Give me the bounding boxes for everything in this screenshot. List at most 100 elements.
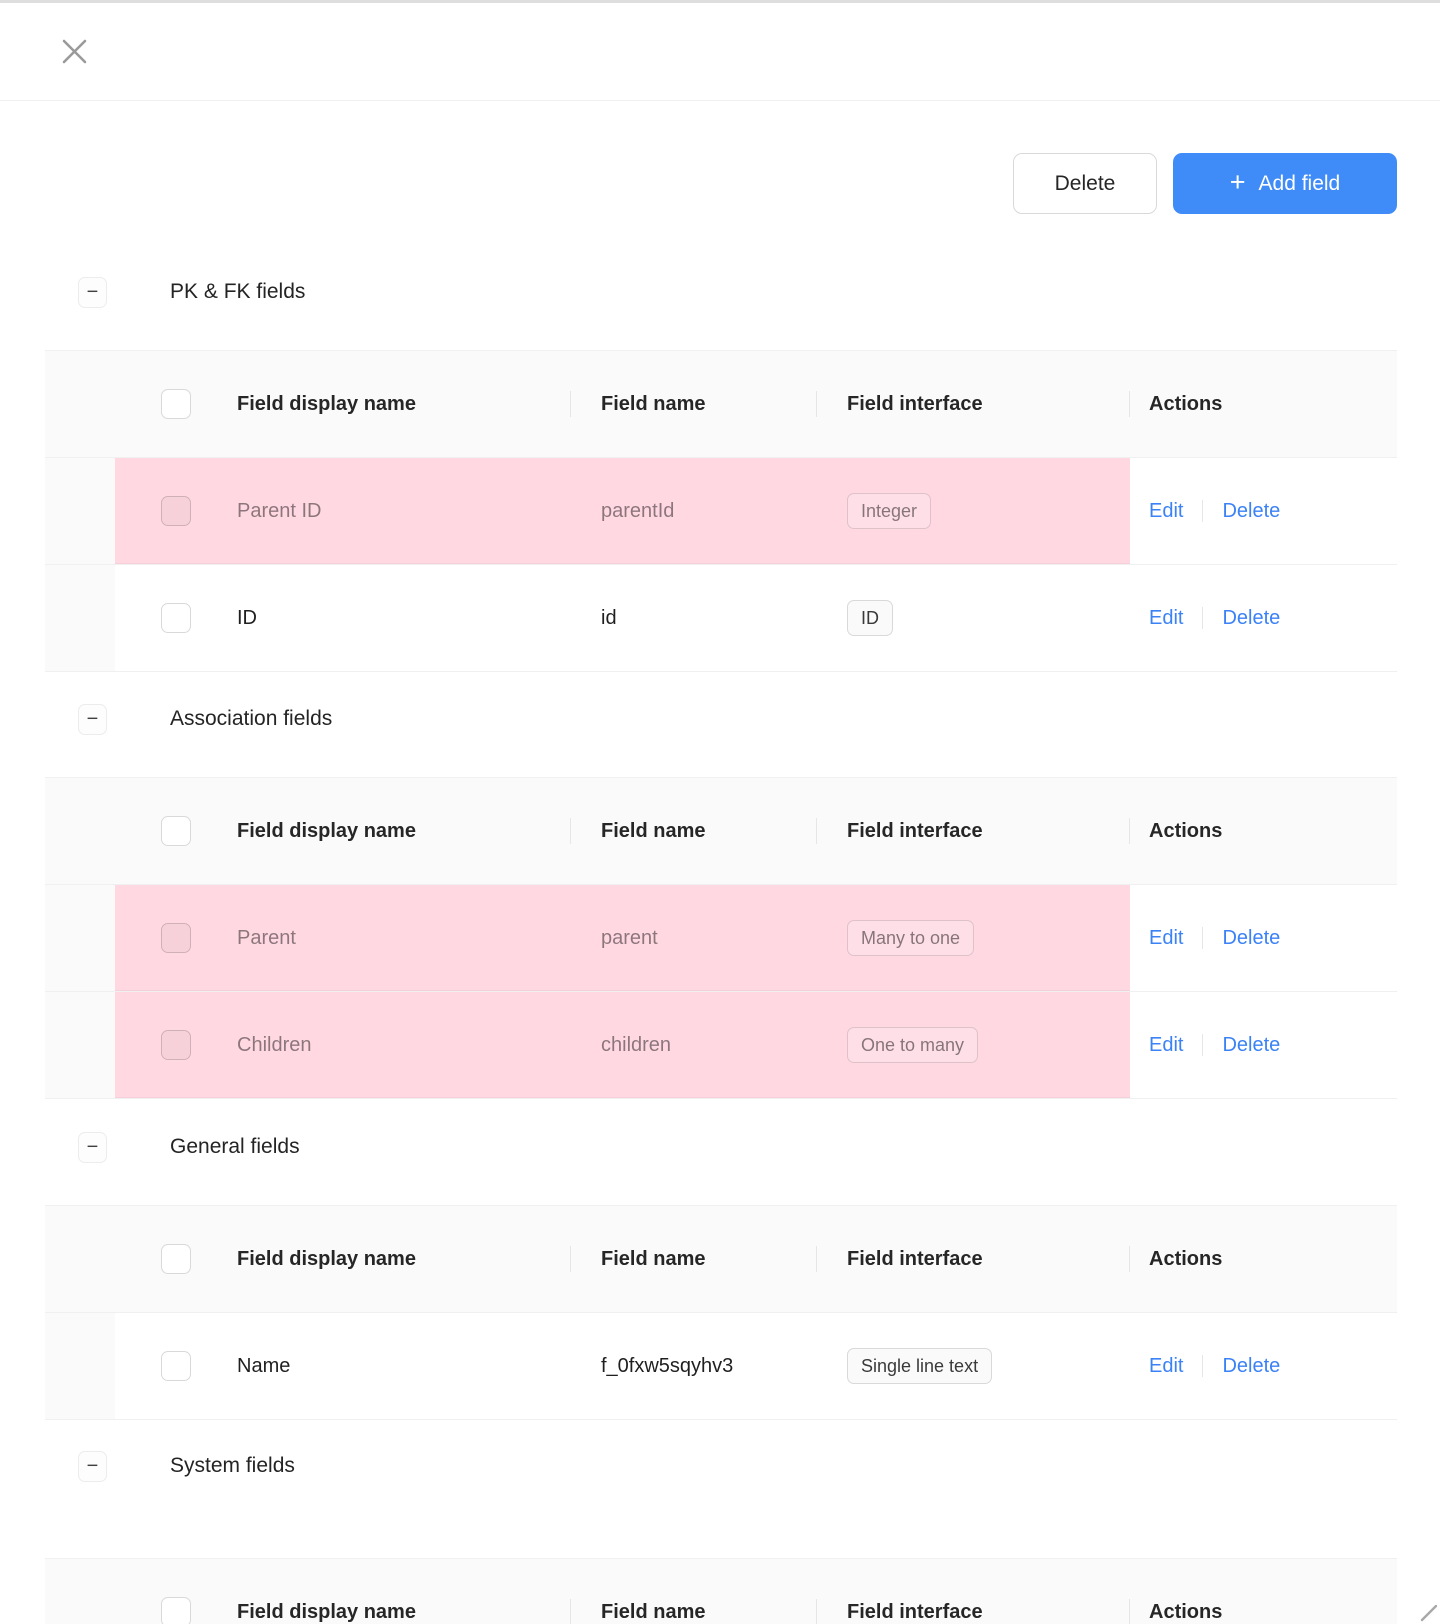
association-fields-table: Field display name Field name Field inte… — [45, 777, 1397, 1099]
expand-gutter — [45, 1206, 115, 1312]
pk-fk-fields-table: Field display name Field name Field inte… — [45, 350, 1397, 672]
row-checkbox[interactable] — [161, 1030, 191, 1060]
section-header-system: − System fields — [0, 1444, 1440, 1488]
column-header-actions: Actions — [1149, 392, 1223, 415]
column-header-field-display-name: Field display name — [237, 1206, 571, 1312]
field-interface-tag: ID — [847, 599, 893, 637]
column-header-field-interface: Field interface — [817, 1206, 1130, 1312]
expand-gutter — [45, 565, 115, 671]
select-all-checkbox[interactable] — [161, 816, 191, 846]
section-title: Association fields — [170, 707, 333, 730]
delete-link[interactable]: Delete — [1222, 1033, 1281, 1056]
field-name: children — [571, 992, 817, 1098]
collapse-toggle[interactable]: − — [78, 703, 107, 735]
collapse-toggle[interactable]: − — [78, 1131, 107, 1163]
close-icon — [62, 39, 86, 64]
edit-link[interactable]: Edit — [1149, 606, 1184, 629]
field-display-name: Name — [237, 1354, 291, 1377]
section-header-general: − General fields — [0, 1125, 1440, 1169]
column-header-field-display-name: Field display name — [237, 1559, 571, 1624]
field-name: parentId — [571, 458, 817, 564]
table-row: Parent parent Many to one Edit Delete — [45, 885, 1397, 992]
column-header-field-name: Field name — [571, 1559, 817, 1624]
section-title: General fields — [170, 1135, 300, 1158]
edit-link[interactable]: Edit — [1149, 499, 1184, 522]
row-checkbox[interactable] — [161, 1351, 191, 1381]
action-divider — [1202, 1034, 1204, 1056]
section-title: PK & FK fields — [170, 280, 306, 303]
expand-gutter — [45, 1559, 115, 1624]
drawer-header — [0, 3, 1440, 101]
close-button[interactable] — [54, 32, 94, 72]
column-header-actions: Actions — [1149, 1247, 1223, 1270]
expand-gutter — [45, 458, 115, 564]
row-checkbox[interactable] — [161, 496, 191, 526]
action-divider — [1202, 607, 1204, 629]
field-display-name: Parent ID — [237, 458, 571, 564]
system-fields-table: Field display name Field name Field inte… — [45, 1558, 1397, 1624]
delete-link[interactable]: Delete — [1222, 926, 1281, 949]
expand-gutter — [45, 351, 115, 457]
collapse-toggle[interactable]: − — [78, 276, 107, 308]
table-header-row: Field display name Field name Field inte… — [45, 778, 1397, 885]
expand-gutter — [45, 885, 115, 991]
expand-gutter — [45, 992, 115, 1098]
field-display-name: Parent — [237, 885, 571, 991]
minus-icon: − — [86, 1136, 99, 1158]
field-interface-tag: Many to one — [847, 919, 975, 957]
action-divider — [1202, 500, 1204, 522]
column-header-field-name: Field name — [571, 351, 817, 457]
column-header-field-display-name: Field display name — [237, 351, 571, 457]
column-header-field-interface: Field interface — [817, 351, 1130, 457]
field-interface-tag: Integer — [847, 492, 932, 530]
field-name: id — [601, 606, 617, 629]
resize-handle[interactable] — [1417, 1601, 1439, 1623]
edit-link[interactable]: Edit — [1149, 1354, 1184, 1377]
plus-icon: + — [1229, 167, 1246, 197]
field-display-name: Children — [237, 992, 571, 1098]
table-header-row: Field display name Field name Field inte… — [45, 351, 1397, 458]
section-header-association: − Association fields — [0, 697, 1440, 741]
table-row: Parent ID parentId Integer Edit Delete — [45, 458, 1397, 565]
table-row: Children children One to many Edit Delet… — [45, 992, 1397, 1099]
row-checkbox[interactable] — [161, 603, 191, 633]
expand-gutter — [45, 778, 115, 884]
column-header-actions: Actions — [1149, 819, 1223, 842]
delete-link[interactable]: Delete — [1222, 499, 1281, 522]
column-header-field-interface: Field interface — [817, 1559, 1130, 1624]
column-header-field-name: Field name — [571, 1206, 817, 1312]
delete-button[interactable]: Delete — [1013, 153, 1157, 214]
field-name: f_0fxw5sqyhv3 — [601, 1354, 734, 1377]
select-all-checkbox[interactable] — [161, 1244, 191, 1274]
action-divider — [1202, 927, 1204, 949]
field-name: parent — [571, 885, 817, 991]
general-fields-table: Field display name Field name Field inte… — [45, 1205, 1397, 1420]
column-header-field-interface: Field interface — [817, 778, 1130, 884]
minus-icon: − — [86, 1455, 99, 1477]
select-all-checkbox[interactable] — [161, 1597, 191, 1624]
row-checkbox[interactable] — [161, 923, 191, 953]
collapse-toggle[interactable]: − — [78, 1450, 107, 1482]
table-row: Name f_0fxw5sqyhv3 Single line text Edit… — [45, 1313, 1397, 1420]
edit-link[interactable]: Edit — [1149, 926, 1184, 949]
minus-icon: − — [86, 281, 99, 303]
field-display-name: ID — [237, 606, 257, 629]
table-header-row: Field display name Field name Field inte… — [45, 1559, 1397, 1624]
add-field-button[interactable]: + Add field — [1173, 153, 1397, 214]
expand-gutter — [45, 1313, 115, 1419]
minus-icon: − — [86, 708, 99, 730]
field-interface-tag: Single line text — [847, 1347, 993, 1385]
column-header-field-display-name: Field display name — [237, 778, 571, 884]
drawer-top-edge — [0, 0, 1440, 3]
column-header-actions: Actions — [1149, 1600, 1223, 1623]
table-header-row: Field display name Field name Field inte… — [45, 1206, 1397, 1313]
table-row: ID id ID Edit Delete — [45, 565, 1397, 672]
edit-link[interactable]: Edit — [1149, 1033, 1184, 1056]
column-header-field-name: Field name — [571, 778, 817, 884]
select-all-checkbox[interactable] — [161, 389, 191, 419]
delete-link[interactable]: Delete — [1222, 606, 1281, 629]
section-header-pk-fk: − PK & FK fields — [0, 270, 1440, 314]
delete-link[interactable]: Delete — [1222, 1354, 1281, 1377]
add-field-label: Add field — [1258, 171, 1341, 195]
